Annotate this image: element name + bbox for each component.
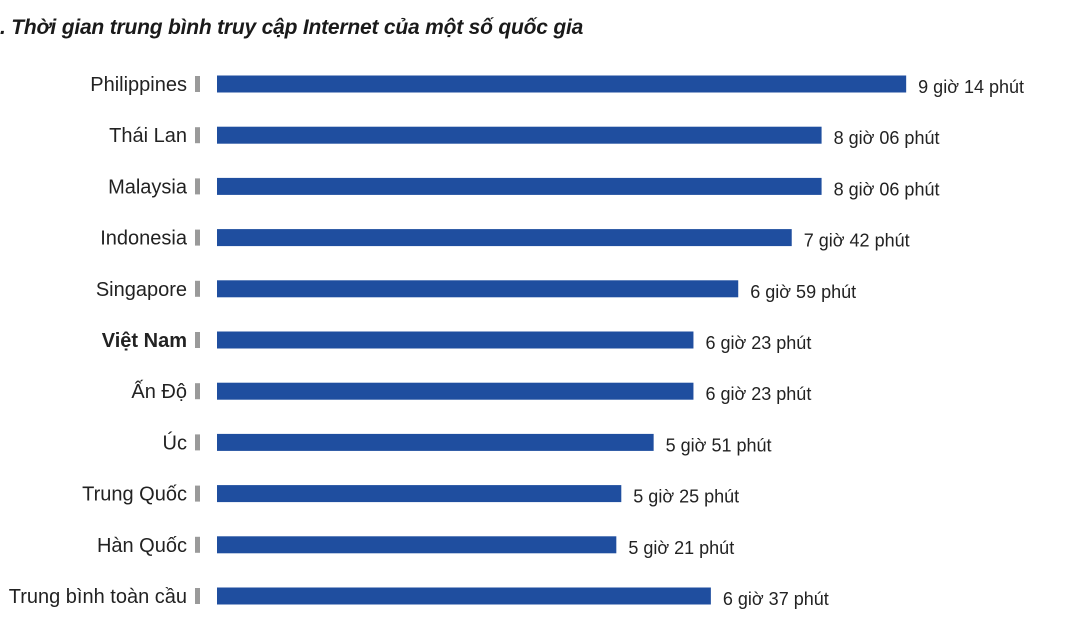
category-label: Việt Nam [102, 330, 187, 352]
category-label: Indonesia [100, 228, 188, 250]
bar [217, 485, 622, 503]
data-label: 6 giờ 37 phút [723, 589, 829, 609]
axis-tick [195, 536, 200, 553]
axis-tick [195, 280, 200, 297]
category-label: Thái Lan [109, 125, 187, 147]
axis-tick [195, 178, 200, 195]
bar [217, 126, 822, 144]
data-label: 5 giờ 51 phút [666, 435, 772, 455]
data-label: 8 giờ 06 phút [834, 128, 940, 148]
data-label: 6 giờ 59 phút [750, 282, 856, 302]
category-label: Trung bình toàn cầu [9, 586, 187, 608]
axis-tick [195, 127, 200, 144]
category-label: Úc [163, 431, 187, 454]
bar [217, 280, 739, 298]
data-label: 8 giờ 06 phút [834, 179, 940, 199]
category-label: Singapore [96, 279, 187, 301]
data-label: 5 giờ 21 phút [628, 538, 734, 558]
axis-tick [195, 588, 200, 604]
axis-tick [195, 383, 200, 400]
category-label: Ấn Độ [131, 380, 187, 403]
bar [217, 331, 694, 349]
data-label: 6 giờ 23 phút [705, 333, 811, 353]
data-label: 9 giờ 14 phút [918, 77, 1024, 97]
bar [217, 536, 617, 554]
axis-tick [195, 485, 200, 502]
category-label: Philippines [90, 74, 187, 96]
category-label: Malaysia [108, 176, 188, 198]
data-label: 7 giờ 42 phút [804, 231, 910, 251]
axis-tick [195, 229, 200, 246]
data-label: 5 giờ 25 phút [633, 487, 739, 507]
bar [217, 177, 822, 195]
bar [217, 587, 711, 605]
bar [217, 433, 654, 451]
category-label: Trung Quốc [82, 484, 187, 506]
axis-tick [195, 332, 200, 348]
chart-title: . Thời gian trung bình truy cập Internet… [0, 16, 584, 39]
bar [217, 75, 907, 93]
axis-tick [195, 434, 200, 451]
data-label: 6 giờ 23 phút [705, 384, 811, 404]
axis-tick [195, 76, 200, 92]
bar [217, 229, 792, 247]
bar [217, 382, 694, 400]
category-label: Hàn Quốc [97, 535, 187, 557]
